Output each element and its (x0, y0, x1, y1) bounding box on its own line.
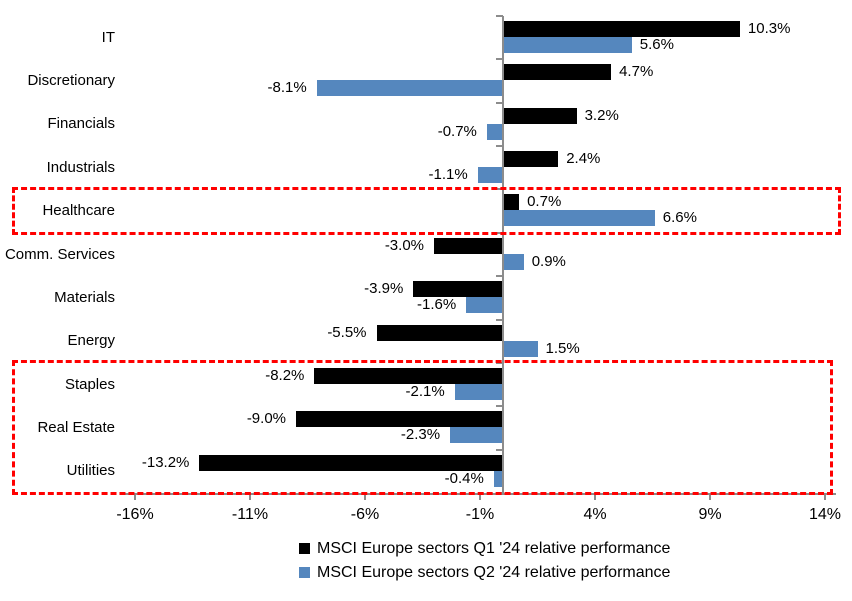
bar-q2-energy (503, 340, 538, 357)
data-label-q1-discretionary: 4.7% (619, 63, 654, 81)
x-axis-tick-label: -16% (116, 506, 154, 523)
data-label-q2-healthcare: 6.6% (662, 209, 697, 227)
y-axis-tick (496, 405, 503, 408)
y-axis-tick (496, 145, 503, 148)
data-label-q1-materials: -3.9% (364, 280, 404, 298)
category-label-comm-services: Comm. Services (4, 245, 115, 263)
x-axis-tick-label: 14% (808, 506, 842, 523)
bar-q2-staples (454, 383, 503, 400)
y-axis-tick (496, 318, 503, 321)
y-axis-tick (496, 448, 503, 451)
category-label-energy: Energy (67, 332, 115, 350)
legend-label-q1: MSCI Europe sectors Q1 '24 relative perf… (317, 539, 671, 557)
x-axis-tick (709, 493, 711, 500)
bar-q2-industrials (477, 167, 503, 184)
category-label-utilities: Utilities (66, 462, 115, 480)
data-label-q1-staples: -8.2% (265, 366, 305, 384)
legend-item-q2: MSCI Europe sectors Q2 '24 relative perf… (299, 564, 670, 581)
x-axis-tick (134, 493, 136, 500)
y-axis-tick (496, 15, 503, 17)
x-axis-tick-label: 4% (583, 506, 607, 523)
data-label-q1-real-estate: -9.0% (246, 410, 286, 428)
data-label-q2-industrials: -1.1% (428, 166, 468, 184)
data-label-q2-financials: -0.7% (437, 122, 477, 140)
data-label-q1-financials: 3.2% (584, 106, 619, 124)
y-axis-line (502, 16, 504, 493)
bar-q2-materials (466, 297, 503, 314)
bar-q1-materials (413, 281, 503, 298)
bar-q2-utilities (493, 470, 503, 487)
category-label-materials: Materials (54, 288, 115, 306)
bar-q1-utilities (199, 454, 503, 471)
category-label-it: IT (101, 28, 115, 46)
category-label-real-estate: Real Estate (37, 418, 115, 436)
data-label-q2-utilities: -0.4% (444, 469, 484, 487)
data-label-q2-staples: -2.1% (405, 382, 445, 400)
y-axis-tick (496, 275, 503, 278)
bar-q1-discretionary (503, 64, 612, 81)
bar-q2-financials (486, 123, 503, 140)
category-label-industrials: Industrials (46, 158, 115, 176)
data-label-q1-comm-services: -3.0% (384, 236, 424, 254)
bar-q2-healthcare (503, 210, 655, 227)
data-label-q2-energy: 1.5% (545, 339, 580, 357)
y-axis-tick (496, 361, 503, 364)
data-label-q2-materials: -1.6% (417, 296, 457, 314)
x-axis-tick (594, 493, 596, 500)
bar-q1-healthcare (503, 194, 520, 211)
legend-marker-q1-icon (299, 543, 310, 554)
bar-q2-it (503, 37, 632, 53)
category-label-discretionary: Discretionary (27, 72, 115, 90)
x-axis-tick-label: -11% (231, 506, 269, 523)
bar-q2-real-estate (450, 427, 503, 444)
data-label-q2-it: 5.6% (639, 36, 674, 53)
data-label-q1-it: 10.3% (747, 20, 791, 37)
category-label-financials: Financials (47, 115, 115, 133)
bar-q1-real-estate (296, 411, 503, 428)
legend-label-q2: MSCI Europe sectors Q2 '24 relative perf… (317, 563, 671, 581)
bar-q1-energy (376, 324, 503, 341)
x-axis-tick (479, 493, 481, 500)
x-axis-tick (824, 493, 826, 500)
x-axis-tick-label: -6% (350, 506, 380, 523)
y-axis-tick (496, 188, 503, 191)
bar-q1-financials (503, 107, 577, 124)
x-axis-tick (364, 493, 366, 500)
data-label-q1-energy: -5.5% (327, 323, 367, 341)
y-axis-tick (496, 231, 503, 234)
category-label-healthcare: Healthcare (42, 202, 115, 220)
bar-q1-industrials (503, 151, 559, 168)
y-axis-tick (496, 101, 503, 104)
highlight-box-healthcare (12, 186, 841, 235)
data-label-q2-comm-services: 0.9% (531, 252, 566, 270)
data-label-q1-utilities: -13.2% (141, 453, 190, 471)
bar-q1-it (503, 21, 740, 37)
bar-q2-comm-services (503, 253, 524, 270)
category-label-staples: Staples (64, 375, 115, 393)
y-axis-tick (496, 58, 503, 61)
legend-item-q1: MSCI Europe sectors Q1 '24 relative perf… (299, 540, 670, 557)
x-axis-tick-label: 9% (698, 506, 722, 523)
x-axis-tick (249, 493, 251, 500)
data-label-q1-healthcare: 0.7% (527, 193, 562, 211)
x-axis-tick-label: -1% (465, 506, 495, 523)
data-label-q2-real-estate: -2.3% (400, 426, 441, 444)
bar-q1-staples (314, 367, 503, 384)
bar-q1-comm-services (434, 237, 503, 254)
bar-q2-discretionary (316, 80, 503, 97)
data-label-q2-discretionary: -8.1% (267, 79, 307, 97)
legend-marker-q2-icon (299, 567, 310, 578)
data-label-q1-industrials: 2.4% (566, 150, 601, 168)
